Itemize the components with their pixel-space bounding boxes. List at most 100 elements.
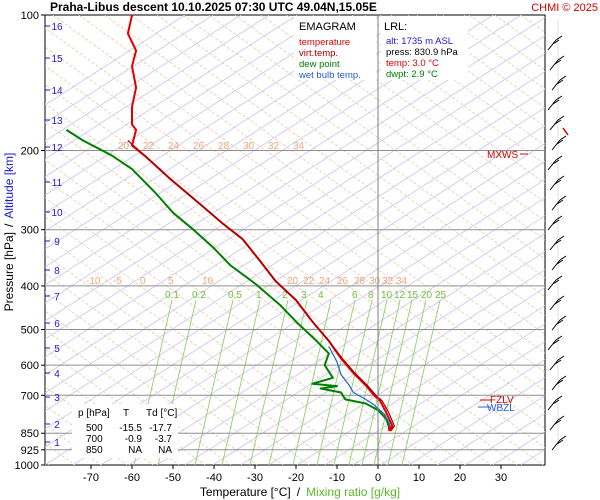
wind-barb-staff: [551, 199, 561, 211]
moist-adiabat-line: [364, 15, 545, 147]
pressure-tick-label: 500: [21, 325, 39, 337]
wind-barb: [551, 135, 567, 151]
wind-barb: [551, 195, 567, 211]
moist-adiabat-line: [390, 15, 545, 128]
wind-barb-flag: [555, 155, 563, 161]
wind-barb: [547, 95, 563, 111]
pressure-tick-label: 300: [21, 225, 39, 237]
series-line-wet-bulb-temp-: [328, 346, 391, 429]
x-axis-label-text: Temperature [°C] / Mixing ratio [g/kg]: [200, 485, 400, 499]
table-cell-t-500: -15.5: [119, 423, 142, 434]
wind-barb: [551, 375, 567, 391]
dry-adiabat-line: [100, 179, 545, 465]
wind-barb-flag: [559, 255, 567, 261]
series-line-dew-point: [65, 129, 391, 430]
wind-barb-flag: [555, 395, 563, 401]
mix-label-upper: 22: [143, 141, 155, 152]
mix-label-upper: 32: [268, 141, 280, 152]
mix-label-upper: 20: [118, 141, 130, 152]
wind-barb-flag: [557, 295, 565, 301]
dry-adiabat-line: [184, 233, 545, 465]
wind-barb-flag: [559, 375, 567, 381]
wind-profile: [547, 20, 569, 451]
dry-adiabat-line: [156, 215, 545, 465]
moist-adiabat-line: [45, 65, 545, 430]
wind-barb-staff: [547, 279, 557, 291]
wind-barb-flag: [555, 275, 563, 281]
xlabel-mixing-ratio: Mixing ratio [g/kg]: [306, 485, 400, 499]
chart-title: Praha-Libus descent 10.10.2025 07:30 UTC…: [50, 0, 377, 14]
mix-label-lower: 0.1: [165, 290, 179, 301]
mix-label-mid: 26: [337, 276, 349, 287]
dry-adiabat-line: [268, 287, 545, 465]
wind-barb-staff: [547, 219, 557, 231]
y-axis-label-text: Pressure [hPa] / Altitude [km]: [2, 153, 16, 312]
wind-barb-flag: [559, 75, 567, 81]
wind-barb-staff: [551, 139, 561, 151]
wind-barb-flag: [554, 179, 562, 185]
dry-adiabat-line: [45, 15, 494, 304]
wind-barb-flag: [554, 359, 562, 365]
mixing-ratio-line: [361, 299, 401, 465]
table-cell-t-700: -0.9: [125, 434, 143, 445]
mix-label-lower: 15: [407, 290, 419, 301]
moist-adiabat-line: [45, 46, 545, 411]
temperature-tick-label: 20: [454, 472, 466, 484]
table-cell-td-700: -3.7: [155, 434, 173, 445]
wind-barb-flag: [557, 175, 565, 181]
dry-adiabat-line: [45, 107, 545, 430]
dry-adiabat-line: [45, 35, 545, 358]
moist-adiabat-line: [52, 15, 545, 373]
altitude-tick-label: 10: [51, 208, 63, 219]
fzlv-marker: FZLV: [480, 395, 514, 406]
mixing-ratio-line: [221, 299, 261, 465]
mxws-label: MXWS: [487, 150, 518, 161]
wind-barb-flag: [552, 219, 560, 225]
series-layer: [65, 15, 395, 432]
wind-barb-flag: [556, 379, 564, 385]
mixing-ratio-line: [401, 299, 441, 465]
mixing-ratio-labels: 20 22 24 26 28 30 32 34-10 -5 0 5 10 20 22 24 26 28 30 32 3…: [86, 141, 447, 301]
altitude-tick-label: 8: [54, 266, 60, 277]
wind-barb-flag: [555, 215, 563, 221]
dry-adiabat-line: [45, 15, 270, 160]
table-cell-t-850: NA: [128, 445, 142, 456]
lrl-dwpt: dwpt: 2.9 °C: [386, 69, 438, 80]
table-cell-p-850: 850: [86, 445, 103, 456]
dry-adiabat-line: [45, 15, 438, 268]
dry-adiabat-line: [352, 341, 545, 465]
wind-barb-flag: [554, 119, 562, 125]
mix-label-lower: 1: [256, 290, 262, 301]
dry-adiabat-line: [45, 15, 298, 178]
pressure-tick-label: 1000: [15, 460, 39, 472]
dry-adiabat-line: [45, 71, 545, 394]
moist-adiabat-line: [416, 15, 545, 109]
moist-adiabat-line: [312, 15, 545, 184]
wind-barb-flag: [557, 355, 565, 361]
temperature-tick-label: -70: [83, 472, 99, 484]
wind-barb: [551, 435, 567, 451]
wind-barb-flag: [557, 235, 565, 241]
moist-adiabat-line: [338, 15, 545, 166]
wind-barb-staff: [551, 79, 561, 91]
mix-label-lower: 12: [394, 290, 406, 301]
mixing-ratio-line: [268, 299, 308, 465]
mix-label-mid: 5: [168, 276, 174, 287]
mix-label-mid: 20: [287, 276, 299, 287]
wind-barb-staff: [549, 179, 559, 191]
dry-adiabat-line: [45, 15, 186, 106]
wind-barb-flag: [557, 115, 565, 121]
mix-label-lower: 20: [421, 290, 433, 301]
mix-label-upper: 28: [218, 141, 230, 152]
wind-barb-flag: [557, 415, 565, 421]
pressure-tick-label: 700: [21, 390, 39, 402]
dry-adiabat-line: [408, 377, 545, 465]
lrl-background: [381, 16, 468, 80]
legend-virt-temp: virt.temp.: [299, 48, 338, 59]
altitude-tick-label: 2: [54, 420, 60, 431]
altitude-tick-label: 9: [54, 237, 60, 248]
wind-barb-staff: [551, 319, 561, 331]
mixing-ratio-line: [194, 299, 234, 465]
